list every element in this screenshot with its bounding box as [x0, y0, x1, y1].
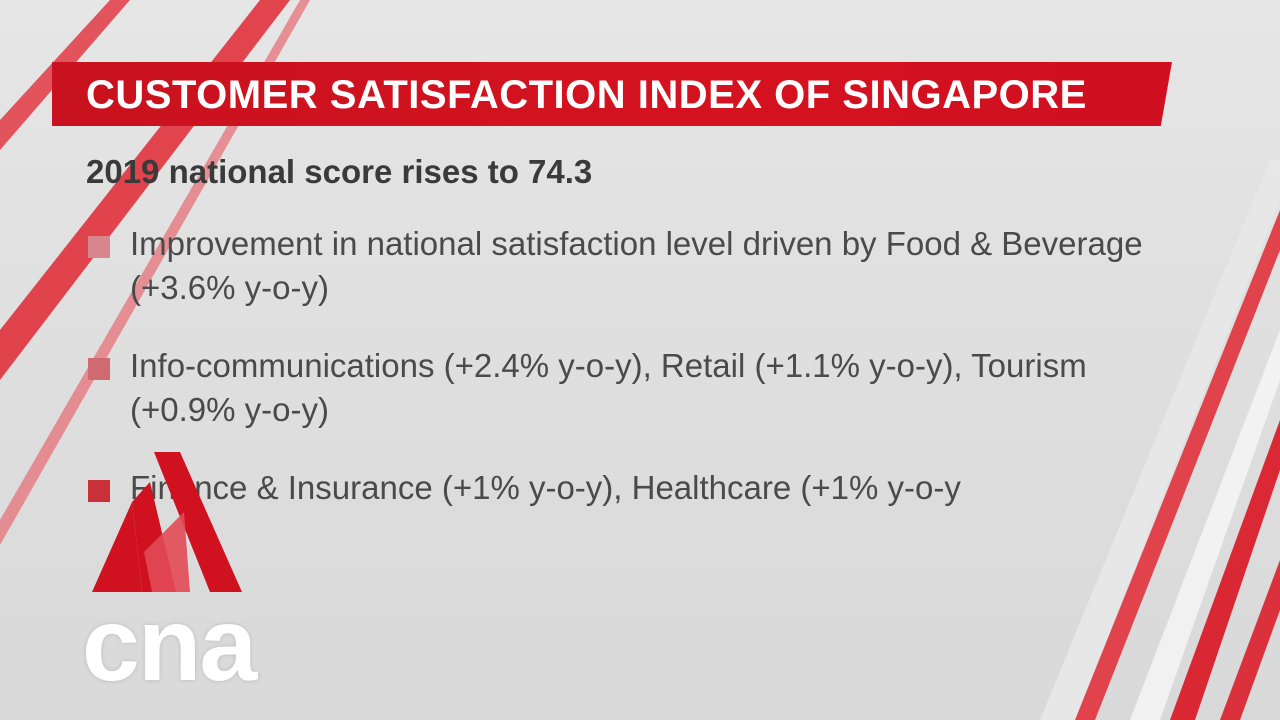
bullet-square-icon [88, 358, 110, 380]
list-item: Info-communications (+2.4% y-o-y), Retai… [86, 344, 1176, 432]
bullet-text: Improvement in national satisfaction lev… [130, 225, 1143, 306]
right-stripe-4 [1170, 420, 1280, 720]
list-item: Improvement in national satisfaction lev… [86, 222, 1176, 310]
page-title: CUSTOMER SATISFACTION INDEX OF SINGAPORE [86, 73, 1087, 117]
bullet-square-icon [88, 236, 110, 258]
list-item: Finance & Insurance (+1% y-o-y), Healthc… [86, 466, 1176, 510]
title-banner [52, 62, 1172, 126]
bullet-list: Improvement in national satisfaction lev… [86, 222, 1176, 544]
bullet-text: Info-communications (+2.4% y-o-y), Retai… [130, 347, 1087, 428]
subtitle: 2019 national score rises to 74.3 [86, 153, 593, 190]
bullet-square-icon [88, 480, 110, 502]
bullet-text: Finance & Insurance (+1% y-o-y), Healthc… [130, 469, 961, 506]
right-stripe-5 [1220, 560, 1280, 720]
cna-logo-text: cna [82, 587, 257, 703]
cna-triangle-logo-icon [92, 452, 242, 592]
